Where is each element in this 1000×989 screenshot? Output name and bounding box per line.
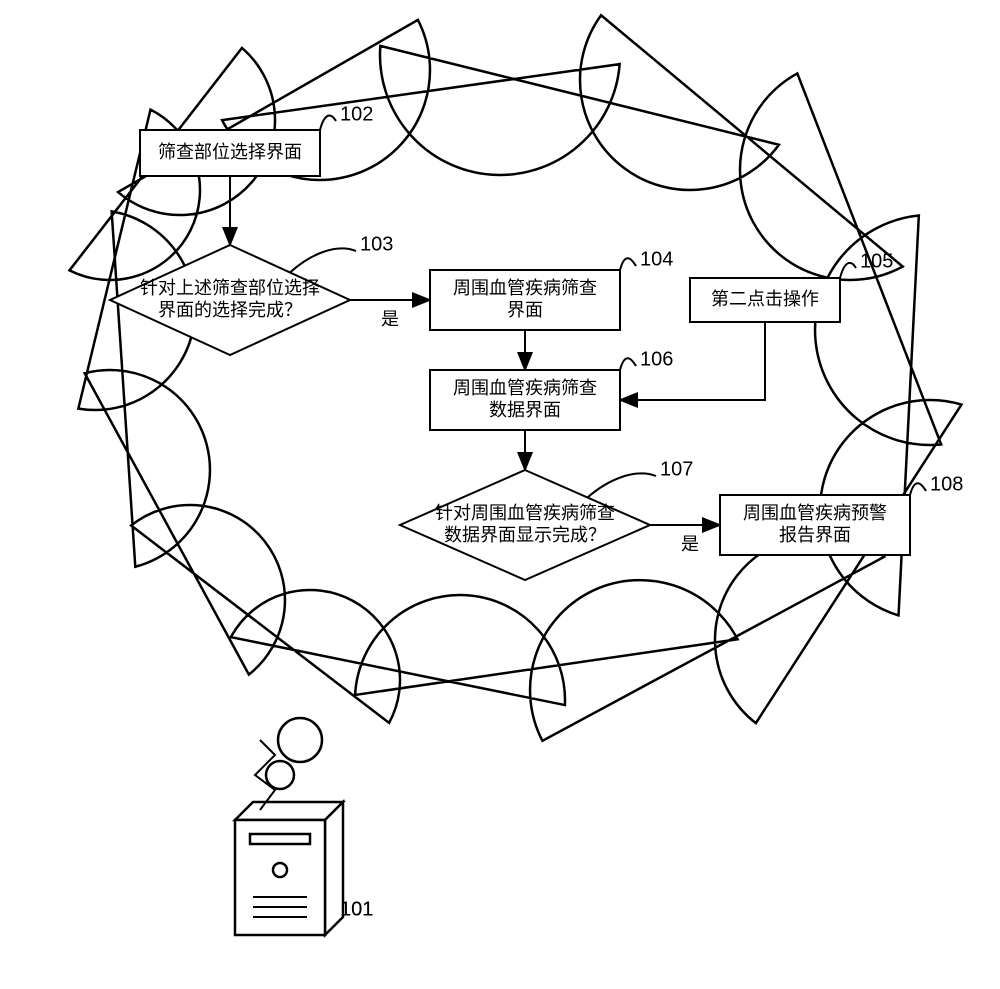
- ref-number: 105: [860, 250, 893, 272]
- edge-label: 是: [381, 309, 399, 329]
- ref-number: 101: [340, 898, 373, 920]
- ref-number: 103: [360, 233, 393, 255]
- node-text: 周围血管疾病预警: [743, 503, 887, 523]
- ref-number: 106: [640, 348, 673, 370]
- ref-number: 104: [640, 248, 673, 270]
- server-icon: 101: [235, 740, 373, 935]
- node-text: 针对上述筛查部位选择: [140, 278, 320, 298]
- node-text: 第二点击操作: [711, 289, 819, 309]
- node-text: 数据界面显示完成？: [444, 525, 606, 545]
- node-text: 数据界面: [489, 400, 561, 420]
- node-text: 界面: [507, 300, 543, 320]
- node-text: 报告界面: [779, 525, 851, 545]
- node-text: 周围血管疾病筛查: [453, 378, 597, 398]
- node-text: 针对周围血管疾病筛查: [435, 503, 615, 523]
- diagram-canvas: 是是 筛查部位选择界面针对上述筛查部位选择界面的选择完成？周围血管疾病筛查界面第…: [0, 0, 1000, 989]
- ref-number: 102: [340, 103, 373, 125]
- ref-number: 108: [930, 473, 963, 495]
- node-text: 周围血管疾病筛查: [453, 278, 597, 298]
- edge-label: 是: [681, 534, 699, 554]
- node-text: 筛查部位选择界面: [158, 142, 302, 162]
- node-text: 界面的选择完成？: [158, 300, 302, 320]
- ref-number: 107: [660, 458, 693, 480]
